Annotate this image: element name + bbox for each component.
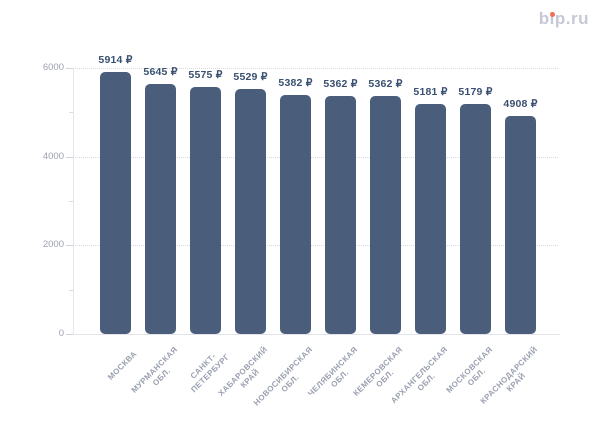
bar-value-label: 5645 ₽ [131,65,191,79]
bar-value-label: 5179 ₽ [446,85,506,99]
bar-value-label: 5914 ₽ [86,53,146,67]
x-axis-line [73,334,560,335]
bar-10[interactable] [505,116,536,334]
bar-value-label: 5529 ₽ [221,70,281,84]
bar-4[interactable] [235,88,266,334]
bar-value-label-text: 5575 ₽ [188,68,223,81]
gridline-6000 [73,68,558,69]
bar-value-label-text: 5645 ₽ [143,65,178,78]
y-major-tick-0 [66,334,73,335]
bar-2[interactable] [145,83,176,334]
bar-7[interactable] [370,96,401,334]
bar-1[interactable] [100,71,131,334]
y-axis-tick-label: 4000 [28,150,64,162]
y-axis-tick-label: 2000 [28,240,64,250]
y-axis-tick-label-text: 4000 [42,150,64,162]
y-axis-tick-label-text: 6000 [42,62,64,73]
bar-value-label-text: 5382 ₽ [278,77,313,90]
bar-value-label-text: 5529 ₽ [233,70,268,83]
y-axis-tick-label-text: 2000 [42,239,64,251]
y-minor-tick-1000 [69,289,73,291]
bar-value-label-text: 5179 ₽ [458,86,493,99]
bar-value-label: 5575 ₽ [176,68,236,82]
brand-logo-dot-icon [550,12,556,17]
x-axis-category-label-text: МОСКВА [105,349,139,382]
y-axis-line [73,68,74,334]
bar-value-label-text: 5914 ₽ [98,53,133,66]
y-minor-tick-3000 [69,201,73,202]
bar-value-label-text: 4908 ₽ [503,98,538,111]
y-major-tick-2000 [66,245,73,247]
bar-6[interactable] [325,96,356,334]
bar-value-label-text: 5362 ₽ [323,78,358,91]
bar-value-label: 5181 ₽ [401,85,461,99]
bar-value-label: 5362 ₽ [356,77,416,91]
y-axis-tick-label: 0 [28,329,64,339]
y-major-tick-6000 [66,68,73,69]
bar-8[interactable] [415,104,446,334]
bar-value-label: 4908 ₽ [491,97,551,111]
gridline-4000 [73,156,558,158]
y-axis-tick-label: 6000 [28,63,64,73]
y-minor-tick-5000 [69,112,73,114]
bar-5[interactable] [280,95,311,334]
gridline-2000 [73,245,558,247]
y-axis-tick-label-text: 0 [58,328,64,339]
bar-3[interactable] [190,86,221,334]
y-major-tick-4000 [66,156,73,158]
brand-logo: bip.ru [539,9,589,29]
bar-value-label-text: 5362 ₽ [368,78,403,91]
bar-value-label: 5362 ₽ [311,77,371,91]
bar-value-label-text: 5181 ₽ [413,86,448,99]
bar-9[interactable] [460,104,491,334]
bar-value-label: 5382 ₽ [266,76,326,90]
